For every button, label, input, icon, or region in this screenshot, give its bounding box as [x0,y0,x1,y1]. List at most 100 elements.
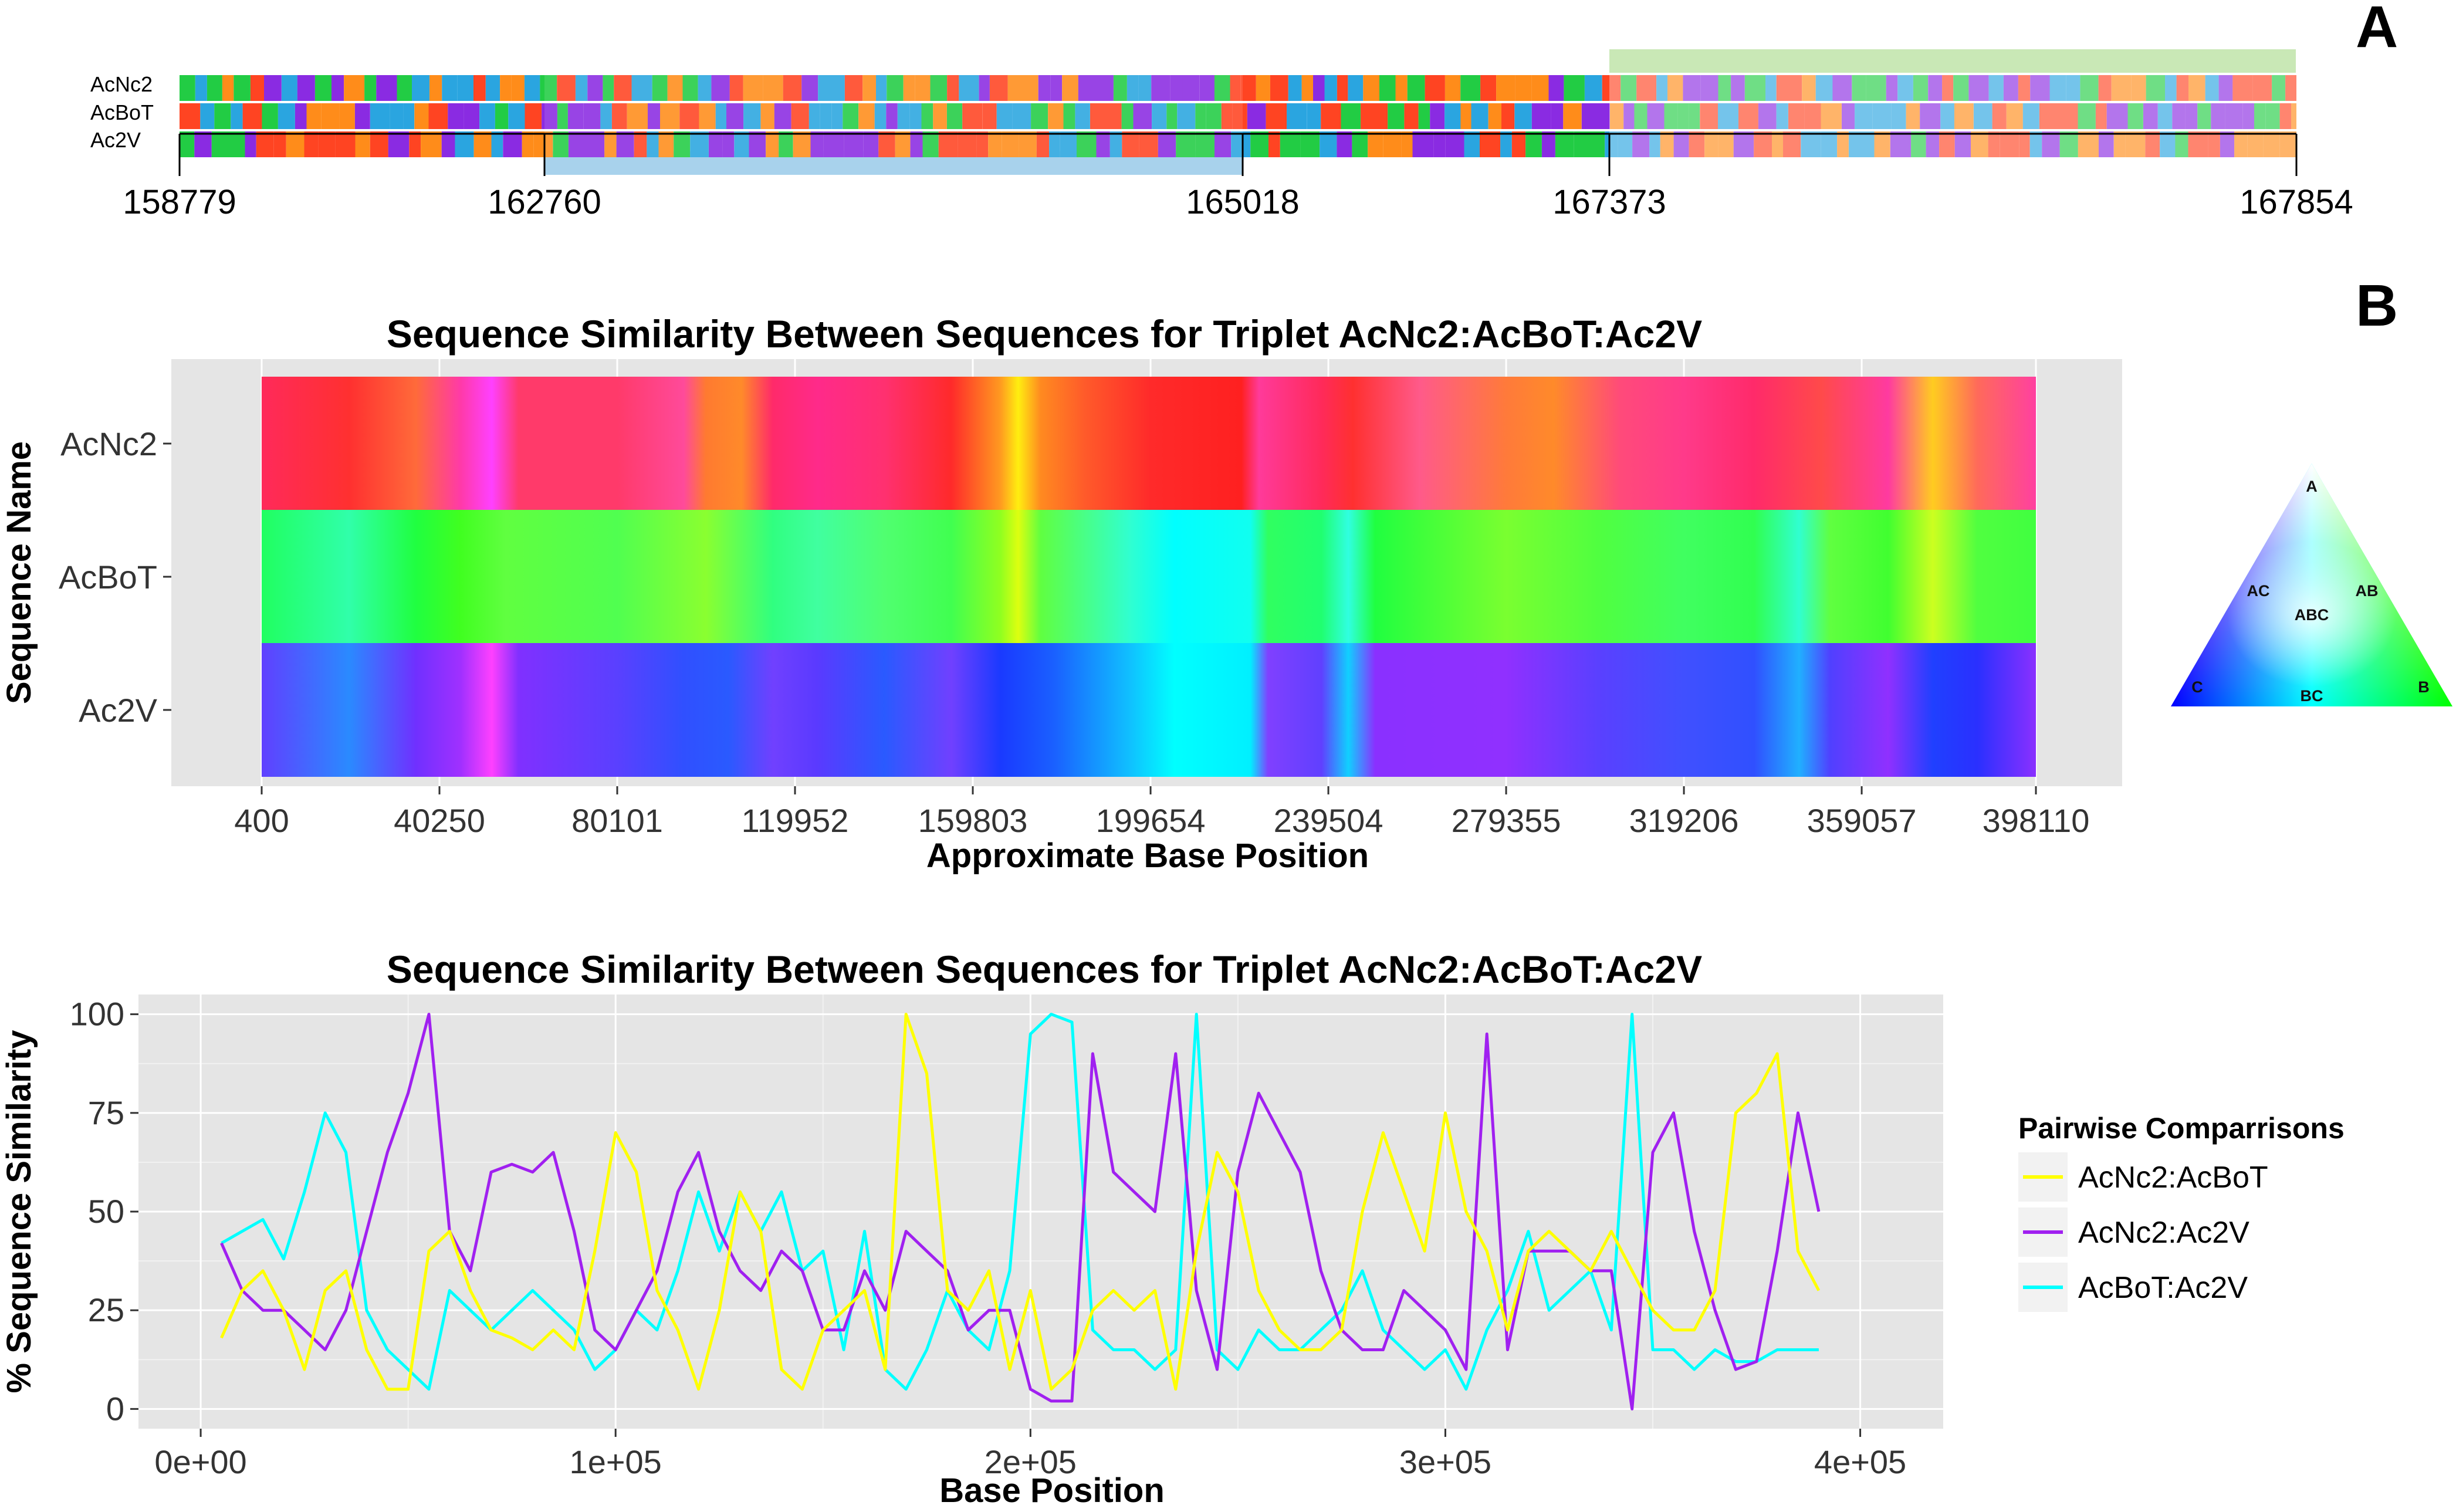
sequence-block [281,75,297,101]
sequence-block [1480,131,1501,157]
sequence-block [403,103,415,129]
sequence-block [989,75,1008,101]
sequence-block [376,75,397,101]
sequence-block [1404,103,1419,129]
sequence-block [250,75,264,101]
sequence-block [1098,75,1114,101]
sequence-block [1677,103,1689,129]
sequence-block [1564,75,1585,101]
sequence-block [557,103,568,129]
sequence-block [2205,75,2219,101]
sequence-block [214,103,231,129]
sequence-block [1920,103,1941,129]
sequence-block [1324,75,1337,101]
sequence-block [1563,103,1582,129]
sequence-block [766,131,779,157]
sequence-block [412,75,430,101]
line-x-axis-title: Base Position [939,1472,1165,1510]
sequence-block [1270,75,1288,101]
sequence-block [1158,131,1176,157]
sequence-block [1700,103,1718,129]
sequence-block [1673,131,1689,157]
sequence-block [743,75,763,101]
sequence-block [863,131,879,157]
sequence-block [370,103,390,129]
sequence-block [1988,75,2004,101]
sequence-block [1634,103,1648,129]
sequence-block [1077,131,1097,157]
sequence-block [2188,75,2205,101]
sequence-block [1897,75,1913,101]
sequence-block [1501,103,1515,129]
sequence-block [1731,75,1745,101]
sequence-block [791,103,809,129]
sequence-block [397,75,412,101]
sequence-block [887,75,904,101]
sequence-block [553,131,569,157]
sequence-block [1480,75,1497,101]
sequence-block [1906,103,1920,129]
sequence-block [180,131,195,157]
sequence-block [2125,131,2146,157]
sequence-block [774,103,791,129]
heatmap-x-axis-title: Approximate Base Position [926,837,1369,875]
sequence-block [1031,103,1048,129]
triangle-label-b: B [2418,678,2430,696]
heatmap-y-tick-label: AcNc2 [60,425,157,462]
sequence-block [1307,103,1321,129]
sequence-block [1407,75,1425,101]
line-series [220,1013,1821,1410]
sequence-block [2066,75,2081,101]
sequence-block [344,75,365,101]
sequence-block [1609,103,1624,129]
sequence-block [1215,131,1232,157]
sequence-block [1231,131,1251,157]
sequence-block [2145,131,2160,157]
sequence-block [195,75,207,101]
sequence-block [1664,103,1678,129]
sequence-block [1788,103,1805,129]
sequence-block [1718,131,1734,157]
line-x-tick-label: 1e+05 [570,1443,662,1480]
sequence-block [711,75,730,101]
sequence-block [1815,75,1833,101]
line-x-tick-label: 3e+05 [1399,1443,1491,1480]
sequence-block [1230,75,1241,101]
triangle-label-ab: AB [2356,582,2379,600]
sequence-block [428,103,448,129]
sequence-block [1430,103,1444,129]
sequence-block [354,103,370,129]
sequence-block [1036,131,1050,157]
sequence-block [831,103,843,129]
sequence-block [457,75,473,101]
sequence-block [2208,131,2220,157]
line-y-tick-label: 0 [106,1390,124,1427]
triangle-label-abc: ABC [2295,606,2329,624]
sequence-block [808,103,820,129]
sequence-block [915,75,931,101]
sequence-block [2146,75,2165,101]
sequence-block [1647,103,1665,129]
sequence-block [2018,75,2031,101]
sequence-block [959,75,979,101]
sequence-block [1152,103,1167,129]
sequence-block [1122,131,1139,157]
position-label: 167373 [1552,183,1666,221]
line-y-axis-title: % Sequence Similarity [0,1030,38,1393]
sequence-block [1240,75,1256,101]
sequence-block [729,75,743,101]
sequence-block [1988,131,2000,157]
sequence-block [946,103,963,129]
sequence-block [634,131,647,157]
sequence-block [1772,131,1784,157]
sequence-block [2022,103,2039,129]
sequence-block [1602,75,1621,101]
heatmap-x-tick-label: 279355 [1452,802,1561,839]
sequence-block [370,131,388,157]
sequence-block [979,75,990,101]
sequence-block [616,131,634,157]
sequence-block [500,75,512,101]
sequence-block [1683,75,1701,101]
panel-b: B Sequence Similarity Between Sequences … [0,273,2398,875]
